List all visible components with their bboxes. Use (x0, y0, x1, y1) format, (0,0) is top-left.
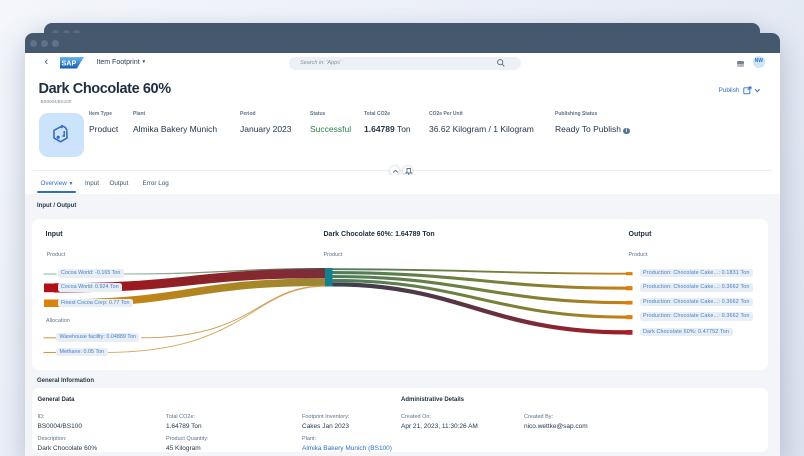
svg-text:SAP: SAP (62, 59, 77, 68)
